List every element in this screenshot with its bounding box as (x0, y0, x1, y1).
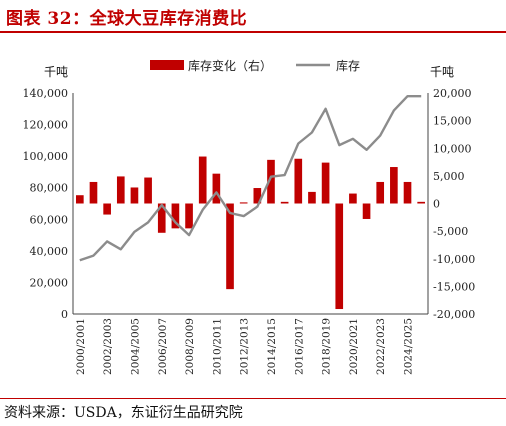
stock-change-bar (76, 195, 84, 204)
left-tick-label: 40,000 (30, 245, 69, 258)
stock-change-bar (335, 203, 344, 310)
stock-change-bar (185, 203, 193, 229)
left-tick-label: 0 (61, 308, 68, 321)
stock-change-bar (171, 203, 180, 229)
stock-change-bar (280, 201, 289, 204)
right-tick-label: -20,000 (433, 308, 475, 321)
right-tick-label: 5,000 (433, 170, 465, 183)
x-tick-label: 2012/2013 (239, 318, 251, 375)
stock-change-bar (308, 191, 316, 204)
left-tick-label: 60,000 (30, 213, 69, 226)
x-tick-label: 2018/2019 (321, 318, 333, 375)
right-tick-label: -5,000 (433, 225, 468, 238)
legend-bar-swatch (150, 60, 184, 70)
stock-chart: 千吨 千吨 0 20,000 40,000 60,000 80,000 100,000 120,… (23, 58, 476, 375)
x-tick-label: 2002/2003 (102, 318, 114, 375)
stock-change-bar (130, 187, 139, 204)
x-tick-label: 2008/2009 (184, 318, 196, 375)
stock-change-bar (376, 181, 385, 204)
stock-change-bar (267, 159, 275, 204)
stock-change-bar (390, 167, 398, 204)
right-tick-label: 0 (433, 198, 440, 211)
x-tick-label: 2022/2023 (375, 318, 387, 375)
stock-change-bar (294, 158, 303, 204)
right-axis-unit: 千吨 (430, 65, 454, 79)
x-tick-label: 2006/2007 (157, 318, 169, 375)
legend-bar-label: 库存变化（右） (188, 58, 272, 73)
left-tick-label: 140,000 (23, 87, 69, 100)
right-tick-label: 15,000 (433, 115, 472, 128)
figure-title: 图表 32：全球大豆库存消费比 (6, 9, 248, 29)
stock-change-bar (226, 203, 234, 290)
left-tick-label: 120,000 (23, 119, 69, 132)
right-tick-label: 20,000 (433, 87, 472, 100)
title-divider (0, 31, 506, 33)
stock-change-bar (89, 181, 98, 204)
stock-change-bar (212, 173, 221, 204)
x-tick-label: 2024/2025 (403, 318, 415, 375)
x-tick-label: 2000/2001 (75, 318, 87, 375)
left-tick-label: 100,000 (23, 150, 69, 163)
stock-line (79, 94, 422, 262)
right-tick-label: 10,000 (433, 142, 472, 155)
x-tick-label: 2016/2017 (293, 318, 305, 375)
source-divider (0, 398, 506, 399)
stock-change-bar (103, 203, 111, 215)
stock-change-bar (239, 202, 248, 204)
x-tick-label: 2004/2005 (129, 318, 141, 375)
stock-change-bar (198, 156, 207, 204)
left-tick-label: 20,000 (30, 276, 69, 289)
stock-change-bar (417, 201, 425, 204)
stock-change-bar (321, 162, 330, 204)
right-tick-label: -10,000 (433, 253, 475, 266)
left-axis-unit: 千吨 (44, 65, 68, 79)
stock-change-bar (144, 177, 152, 204)
x-tick-label: 2020/2021 (348, 318, 360, 375)
stock-change-bar (349, 193, 357, 204)
left-tick-label: 80,000 (30, 182, 69, 195)
stock-change-bar (116, 176, 125, 204)
legend-line-label: 库存 (336, 58, 360, 73)
stock-change-bar (403, 181, 412, 204)
stock-change-bar (253, 188, 262, 204)
x-tick-label: 2014/2015 (266, 318, 278, 375)
stock-change-bar (157, 203, 166, 233)
source-note: 资料来源：USDA，东证衍生品研究院 (4, 405, 243, 421)
x-tick-label: 2010/2011 (211, 318, 223, 375)
right-tick-label: -15,000 (433, 280, 475, 293)
stock-change-bar (362, 203, 371, 219)
